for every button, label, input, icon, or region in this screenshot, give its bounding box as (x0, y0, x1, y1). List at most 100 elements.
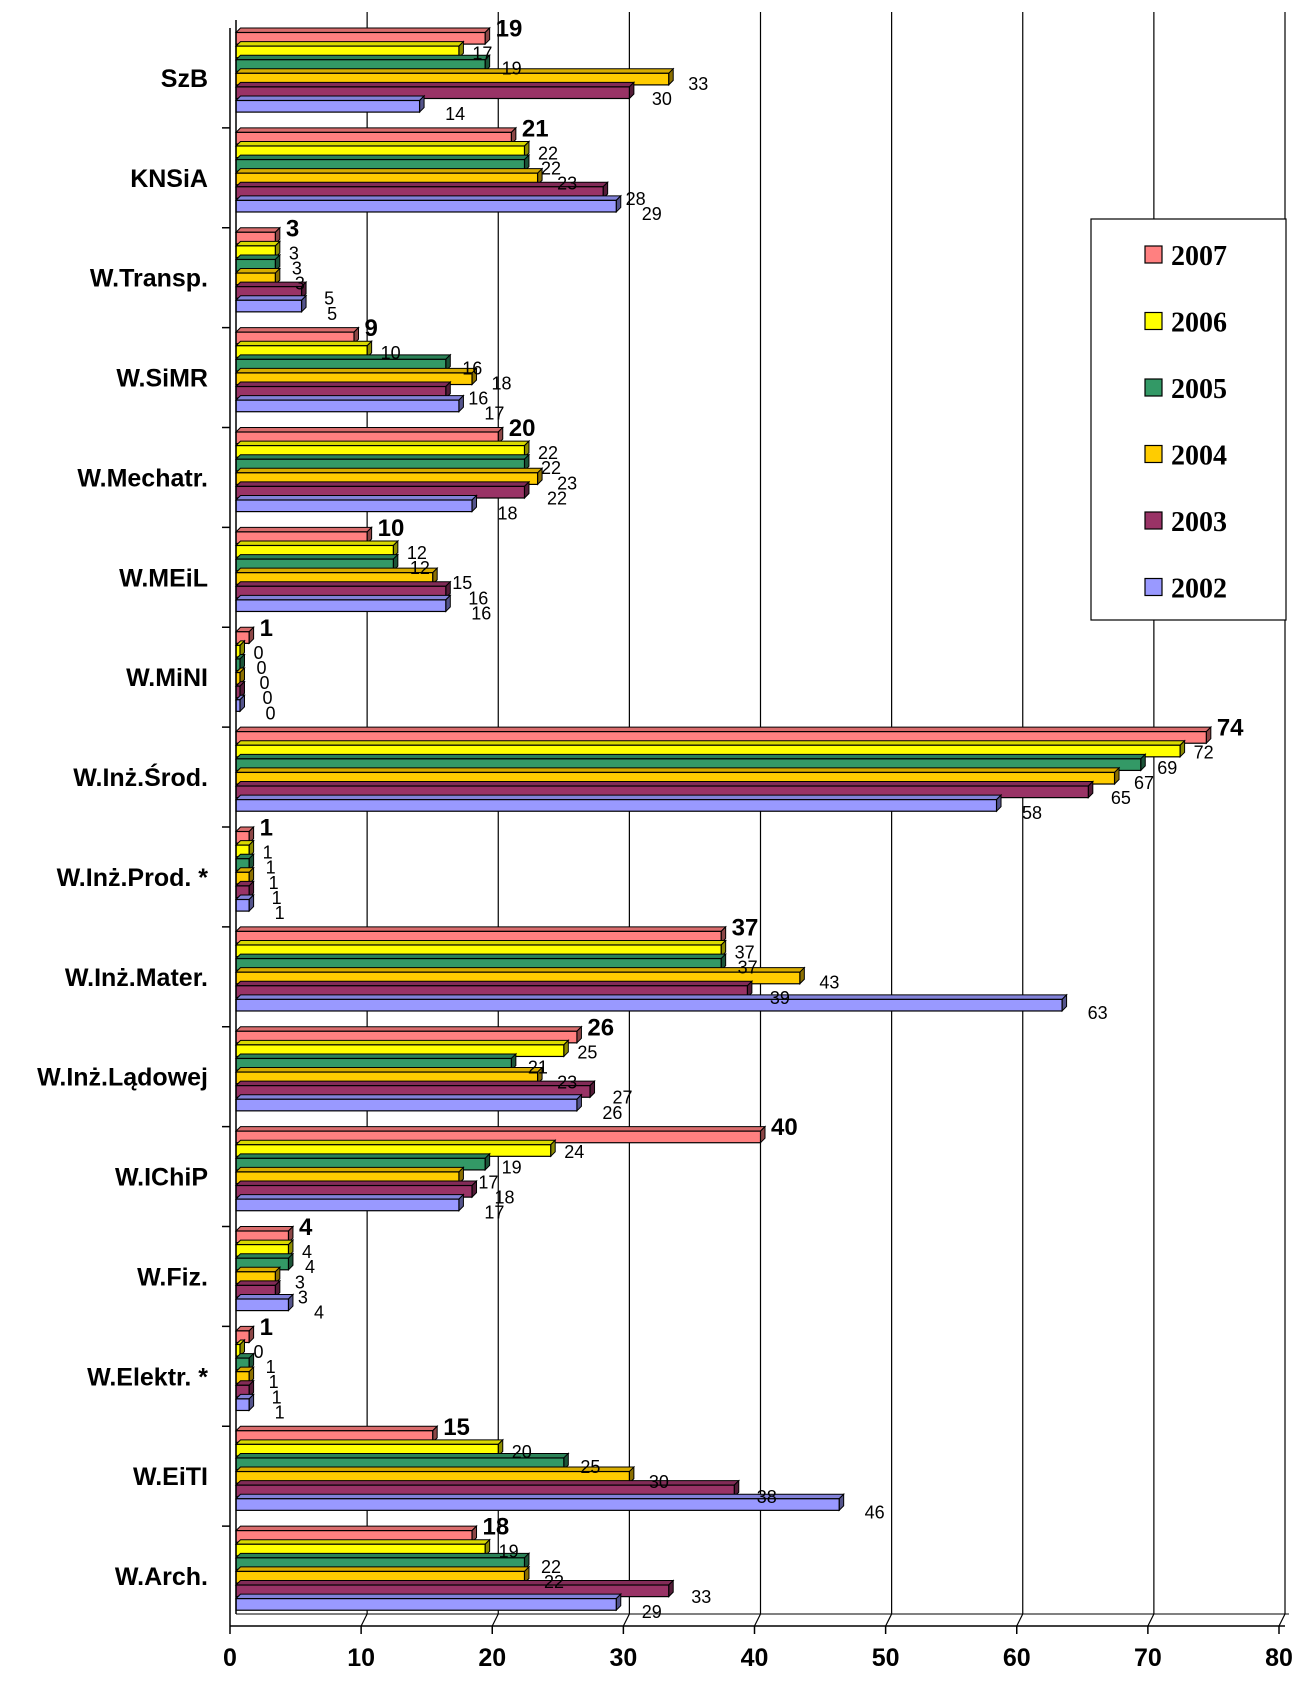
value-label: 0 (254, 1342, 264, 1362)
bar-top-face (234, 1026, 583, 1032)
value-label: 10 (381, 343, 401, 363)
x-tick-label: 10 (347, 1644, 375, 1672)
bar-top-face (234, 127, 518, 133)
value-label: 17 (478, 1172, 498, 1192)
gridline-foot (360, 1613, 368, 1627)
value-label: 37 (735, 942, 755, 962)
value-label: 21 (522, 115, 549, 142)
category-label: KNSiA (130, 165, 208, 193)
category-label: W.Elektr. * (87, 1363, 208, 1391)
value-label: 67 (1134, 773, 1154, 793)
bar-top-face (234, 994, 1068, 1000)
value-label: 37 (732, 914, 759, 941)
value-label: 1 (275, 903, 285, 923)
value-label: 22 (538, 143, 558, 163)
bar-top-face (234, 440, 531, 447)
bar-top-face (234, 794, 1003, 801)
value-labels: 1917193330142122222328293333559101618161… (254, 16, 1245, 1623)
value-label: 1 (260, 1314, 273, 1341)
value-label: 26 (587, 1014, 614, 1041)
value-label: 27 (613, 1088, 633, 1108)
value-label: 20 (512, 1442, 532, 1462)
legend-swatch (1144, 444, 1163, 464)
value-label: 19 (502, 59, 522, 79)
value-label: 18 (483, 1514, 510, 1541)
bar-top-face (234, 27, 491, 33)
legend-entry: 2004 (1171, 441, 1227, 472)
value-label: 16 (468, 588, 488, 608)
category-label: SzB (161, 65, 208, 93)
value-label: 4 (302, 1242, 312, 1262)
x-tick-label: 40 (741, 1644, 769, 1672)
value-label: 28 (626, 189, 646, 209)
value-label: 20 (509, 415, 536, 442)
value-label: 0 (254, 643, 264, 663)
bar-top-face (234, 81, 636, 88)
bar (235, 1198, 460, 1212)
bar-top-face (234, 1294, 295, 1300)
value-label: 29 (642, 1602, 662, 1622)
bar (235, 1298, 290, 1312)
value-label: 17 (484, 1203, 504, 1223)
bar-top-face (234, 1253, 295, 1259)
legend-entry: 2007 (1171, 241, 1227, 272)
bar-top-face (234, 581, 452, 587)
value-label: 29 (642, 204, 662, 224)
bar-top-face (234, 1425, 439, 1432)
bar-top-face (234, 953, 727, 960)
value-label: 33 (688, 74, 708, 94)
bar-top-face (234, 1266, 282, 1273)
bar-top-face (234, 1466, 636, 1473)
legend-entry: 2002 (1171, 574, 1227, 605)
gridline-foot (1147, 1613, 1155, 1627)
value-label: 1 (266, 1357, 276, 1377)
value-label: 5 (324, 289, 334, 309)
bar-top-face (234, 594, 452, 601)
bar-top-face (234, 454, 531, 460)
bar-top-face (234, 781, 1095, 787)
value-label: 58 (1022, 803, 1042, 823)
value-label: 23 (557, 473, 577, 493)
category-label: W.MEiL (119, 564, 208, 592)
bar-top-face (234, 1566, 531, 1572)
value-label: 40 (771, 1114, 798, 1141)
value-label: 23 (557, 1073, 577, 1093)
value-label: 18 (492, 373, 512, 393)
bars (234, 26, 1213, 1612)
bar-top-face (234, 467, 544, 474)
value-label: 3 (286, 215, 299, 242)
bar (235, 799, 998, 812)
bar-top-face (234, 1239, 295, 1246)
bar-top-face (234, 526, 373, 533)
x-tick-label: 20 (478, 1644, 506, 1672)
value-label: 74 (1217, 715, 1244, 742)
bar-top-face (234, 1039, 570, 1046)
bar-top-face (234, 354, 452, 360)
bar-top-face (234, 427, 504, 433)
bar-top-face (234, 1126, 767, 1132)
legend: 2007 2006 2005 2004 2003 2002 (1090, 218, 1287, 621)
bar-top-face (234, 1180, 478, 1187)
x-tick-label: 30 (609, 1644, 637, 1672)
value-label: 37 (738, 958, 758, 978)
bar-top-face (234, 1166, 465, 1173)
value-label: 1 (266, 858, 276, 878)
x-tick-label: 60 (1003, 1644, 1031, 1672)
bar (235, 1598, 617, 1611)
x-tick-label: 70 (1134, 1644, 1162, 1672)
value-label: 9 (365, 315, 378, 342)
value-label: 0 (260, 673, 270, 693)
bar-top-face (234, 295, 308, 301)
value-label: 16 (468, 389, 488, 409)
value-label: 0 (266, 703, 276, 723)
bar-top-face (234, 1194, 465, 1200)
bar-top-face (234, 254, 282, 260)
value-label: 25 (580, 1457, 600, 1477)
value-label: 16 (462, 358, 482, 378)
category-label: W.Inż.Mater. (65, 964, 208, 992)
bar-top-face (234, 1552, 531, 1559)
bar-top-face (234, 327, 360, 333)
bar (235, 1098, 578, 1112)
value-label: 4 (305, 1257, 315, 1277)
category-label: W.Mechatr. (77, 464, 208, 492)
